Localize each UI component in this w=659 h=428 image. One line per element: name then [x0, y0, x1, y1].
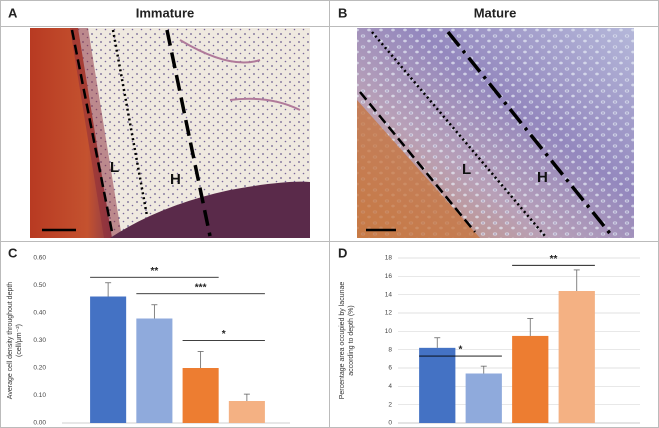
zone-label: H — [170, 171, 181, 188]
significance-label: ** — [550, 254, 558, 265]
bar — [136, 318, 173, 423]
y-tick-label: 14 — [385, 291, 393, 298]
significance-label: * — [222, 329, 226, 340]
panel-letter: B — [338, 5, 347, 20]
panel-letter: A — [8, 5, 18, 20]
y-tick-label: 8 — [388, 346, 392, 353]
zone-label: L — [110, 159, 119, 176]
y-tick-label: 12 — [385, 310, 393, 317]
bar — [182, 368, 219, 423]
significance-label: ** — [150, 266, 158, 277]
y-tick-label: 0.00 — [33, 420, 46, 427]
y-axis-label-line: Percentage area occupied by lacunae — [339, 282, 346, 400]
y-tick-label: 0.40 — [33, 310, 46, 317]
y-tick-label: 0.60 — [33, 255, 46, 262]
y-axis-label-line: Average cell density throughout depth — [7, 282, 14, 400]
bar — [465, 373, 502, 423]
bar — [90, 296, 127, 423]
zone-label: H — [537, 169, 548, 186]
micrograph-a — [30, 28, 310, 238]
y-axis-label-line: according to depth (%) — [348, 305, 355, 375]
y-tick-label: 16 — [385, 273, 393, 280]
y-axis-label: Average cell density throughout depth (ce… — [7, 282, 23, 400]
y-tick-label: 0.50 — [33, 282, 46, 289]
bar — [558, 291, 595, 423]
y-tick-label: 2 — [388, 401, 392, 408]
significance-label: *** — [195, 282, 207, 293]
significance-label: * — [459, 345, 463, 356]
y-tick-label: 4 — [388, 383, 392, 390]
y-tick-label: 10 — [385, 328, 393, 335]
y-tick-label: 0 — [388, 420, 392, 427]
bar — [512, 335, 549, 423]
bar — [228, 401, 265, 423]
micrograph-b — [357, 28, 634, 238]
y-axis-label: Percentage area occupied by lacunae accor… — [339, 282, 355, 400]
y-axis-label-line: (cell/μm⁻²) — [16, 324, 23, 357]
y-tick-label: 6 — [388, 365, 392, 372]
y-tick-label: 0.30 — [33, 337, 46, 344]
panel-letter: C — [8, 245, 18, 260]
panel-letter: D — [338, 245, 347, 260]
y-tick-label: 0.20 — [33, 365, 46, 372]
bar — [419, 347, 456, 423]
zone-label: L — [462, 161, 471, 178]
y-tick-label: 18 — [385, 255, 393, 262]
panel-title: Immature — [136, 5, 195, 20]
panel-title: Mature — [474, 5, 517, 20]
y-tick-label: 0.10 — [33, 392, 46, 399]
